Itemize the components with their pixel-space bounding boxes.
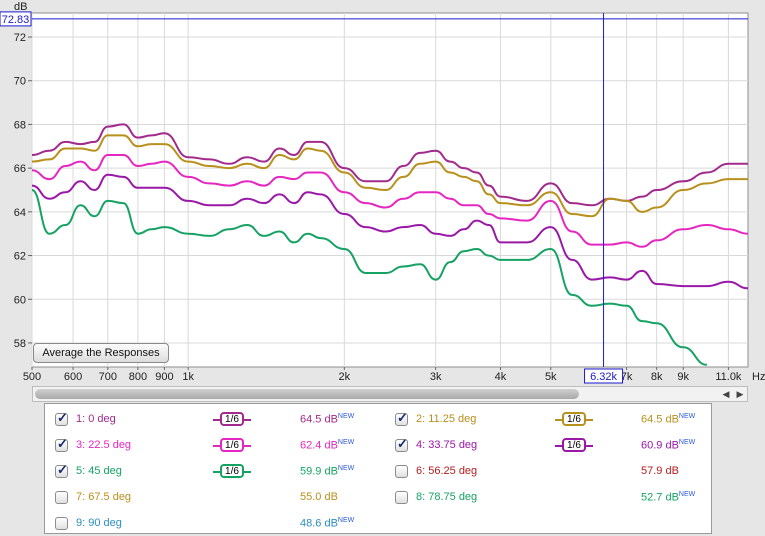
legend-label-5: 5: 45 deg <box>76 465 122 477</box>
smoothing-value-5: 1/6 <box>220 464 244 478</box>
smoothing-control-1[interactable]: 1/6 <box>213 411 251 427</box>
smoothing-value-1: 1/6 <box>220 412 244 426</box>
smoothing-control-5[interactable]: 1/6 <box>213 463 251 479</box>
smoothing-control-2[interactable]: 1/6 <box>555 411 593 427</box>
legend-label-7: 7: 67.5 deg <box>76 491 132 503</box>
legend-label-2: 2: 11.25 deg <box>416 413 477 425</box>
x-tick-label: 9k <box>677 371 689 383</box>
y-tick-label: 64 <box>14 207 26 219</box>
legend-item-5[interactable]: 5: 45 deg <box>55 461 122 481</box>
legend-checkbox-9[interactable] <box>55 516 68 530</box>
legend-level-9: 48.6 dBNEW <box>300 517 355 530</box>
legend-checkbox-8[interactable] <box>395 490 408 504</box>
legend-label-9: 9: 90 deg <box>76 517 122 529</box>
y-tick-label: 68 <box>14 119 26 131</box>
legend-checkbox-5[interactable] <box>55 462 68 478</box>
legend-level-4: 60.9 dBNEW <box>641 439 696 452</box>
x-axis-label: Hz <box>752 371 765 383</box>
frequency-response-chart[interactable]: 58 60 62 64 66 68 70 72 dB 500 600 700 800 900 1k 2k 3k 4… <box>0 0 765 385</box>
legend-level-7: 55.0 dB <box>300 491 338 503</box>
y-tick-label: 60 <box>14 294 26 306</box>
series-line-5 <box>31 189 708 366</box>
legend-level-5: 59.9 dBNEW <box>300 465 355 478</box>
legend-item-2[interactable]: 2: 11.25 deg <box>395 409 476 429</box>
legend-level-3: 62.4 dBNEW <box>300 439 355 452</box>
legend-level-8: 52.7 dBNEW <box>641 491 696 504</box>
legend-checkbox-2[interactable] <box>395 410 408 426</box>
legend-checkbox-4[interactable] <box>395 436 408 452</box>
y-axis-label: dB <box>14 1 27 13</box>
legend-level-2: 64.5 dBNEW <box>641 413 696 426</box>
scroll-left-arrow-icon[interactable]: ◀ <box>722 388 730 399</box>
x-tick-label: 8k <box>651 371 663 383</box>
legend-item-7[interactable]: 7: 67.5 deg <box>55 487 131 507</box>
series-line-2 <box>31 134 748 218</box>
x-tick-label: 3k <box>430 371 442 383</box>
legend-item-3[interactable]: 3: 22.5 deg <box>55 435 131 455</box>
scroll-right-arrow-icon[interactable]: ▶ <box>736 388 744 399</box>
horizontal-scrollbar[interactable]: ◀ ▶ <box>32 386 748 402</box>
smoothing-value-4: 1/6 <box>562 438 586 452</box>
y-tick-label: 58 <box>14 338 26 350</box>
smoothing-control-3[interactable]: 1/6 <box>213 437 251 453</box>
x-tick-label: 900 <box>155 371 173 383</box>
scrollbar-thumb[interactable] <box>35 389 579 399</box>
legend-item-9[interactable]: 9: 90 deg <box>55 513 122 533</box>
x-tick-label: 2k <box>339 371 351 383</box>
series-line-4 <box>31 173 749 290</box>
x-tick-label: 700 <box>99 371 117 383</box>
legend-item-8[interactable]: 8: 78.75 deg <box>395 487 477 507</box>
x-tick-label: 11.0k <box>715 371 742 383</box>
series-line-3 <box>31 154 749 248</box>
average-responses-button[interactable]: Average the Responses <box>33 343 169 363</box>
legend-checkbox-3[interactable] <box>55 436 68 452</box>
legend-label-1: 1: 0 deg <box>76 413 116 425</box>
legend-label-4: 4: 33.75 deg <box>416 439 478 451</box>
legend-label-6: 6: 56.25 deg <box>416 465 478 477</box>
x-tick-label: 5k <box>545 371 557 383</box>
x-tick-label: 7k <box>621 371 633 383</box>
cursor-x-readout: 6.32k <box>590 371 617 383</box>
legend-item-4[interactable]: 4: 33.75 deg <box>395 435 477 455</box>
y-tick-label: 70 <box>14 76 26 88</box>
smoothing-control-4[interactable]: 1/6 <box>555 437 593 453</box>
x-tick-label: 1k <box>182 371 194 383</box>
x-tick-label: 800 <box>129 371 147 383</box>
x-tick-label: 4k <box>495 371 507 383</box>
y-tick-label: 66 <box>14 163 26 175</box>
smoothing-value-2: 1/6 <box>562 412 586 426</box>
cursor-y-readout-box <box>0 11 32 27</box>
x-tick-label: 500 <box>23 371 41 383</box>
smoothing-value-3: 1/6 <box>220 438 244 452</box>
legend-level-6: 57.9 dB <box>641 465 679 477</box>
cursor-y-readout: 72.83 <box>2 14 30 26</box>
y-tick-label: 62 <box>14 251 26 263</box>
measurement-legend: 1: 0 deg 1/6 64.5 dBNEW 2: 11.25 deg 1/6… <box>44 403 712 534</box>
legend-checkbox-7[interactable] <box>55 490 68 504</box>
cursor-x-readout-box <box>584 368 624 384</box>
legend-level-1: 64.5 dBNEW <box>300 413 355 426</box>
legend-item-1[interactable]: 1: 0 deg <box>55 409 116 429</box>
legend-label-3: 3: 22.5 deg <box>76 439 132 451</box>
plot-area <box>31 12 749 368</box>
legend-checkbox-1[interactable] <box>55 410 68 426</box>
legend-item-6[interactable]: 6: 56.25 deg <box>395 461 477 481</box>
y-tick-label: 72 <box>14 32 26 44</box>
x-tick-label: 600 <box>64 371 82 383</box>
legend-checkbox-6[interactable] <box>395 464 408 478</box>
legend-label-8: 8: 78.75 deg <box>416 491 478 503</box>
